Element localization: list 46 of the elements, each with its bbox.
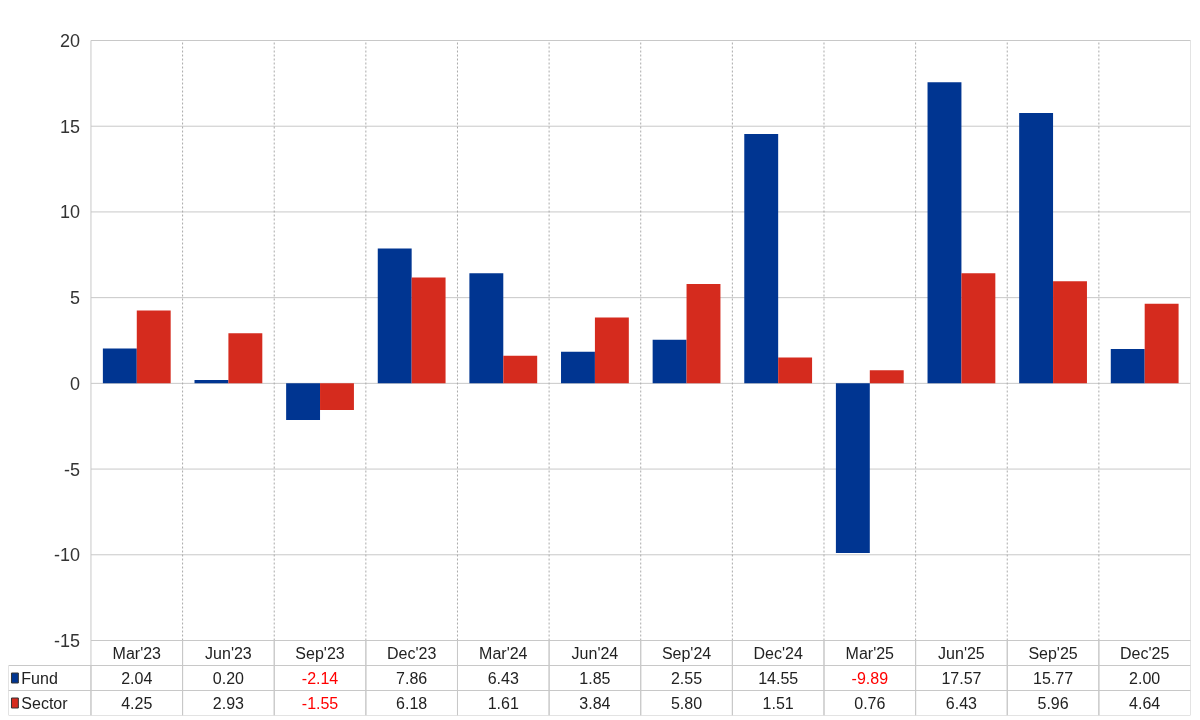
legend-label: Sector — [21, 694, 69, 712]
x-tick-label: Mar'23 — [112, 644, 162, 662]
y-tick-label: -5 — [63, 459, 80, 480]
data-label: 2.04 — [121, 670, 153, 687]
data-label: 7.86 — [396, 670, 428, 687]
data-label: 2.55 — [670, 670, 703, 687]
y-tick-label: -10 — [53, 545, 80, 566]
y-tick-label: 15 — [59, 116, 80, 137]
data-label: 6.43 — [945, 695, 978, 712]
x-tick-label: Jun'25 — [938, 644, 985, 662]
data-label: 6.18 — [396, 695, 428, 712]
x-tick-label: Sep'25 — [1028, 644, 1078, 662]
data-label: 2.00 — [1129, 670, 1161, 687]
x-tick-label: Mar'24 — [479, 644, 528, 662]
data-label: -9.89 — [851, 670, 889, 687]
data-label: 5.80 — [670, 695, 703, 712]
data-label: 1.61 — [487, 695, 519, 712]
data-label: 17.57 — [941, 670, 982, 687]
data-label: 0.20 — [212, 670, 245, 687]
y-tick-label: 0 — [69, 373, 80, 394]
x-tick-label: Dec'25 — [1120, 644, 1170, 662]
x-tick-label: Jun'24 — [571, 644, 619, 662]
legend-label: Fund — [21, 669, 58, 687]
data-label: 0.76 — [854, 695, 886, 712]
data-label: -1.55 — [301, 695, 339, 712]
x-tick-label: Mar'25 — [845, 644, 895, 662]
data-label: 1.85 — [579, 670, 611, 687]
data-label: 1.51 — [762, 695, 794, 712]
x-tick-label: Sep'23 — [295, 644, 345, 662]
data-label: 3.84 — [579, 695, 611, 712]
data-label: 4.25 — [121, 695, 153, 712]
y-tick-label: 10 — [59, 202, 80, 223]
data-label: 2.93 — [212, 695, 245, 712]
data-label: -2.14 — [301, 670, 339, 687]
data-label: 5.96 — [1037, 695, 1069, 712]
y-tick-label: 20 — [59, 31, 80, 51]
x-tick-label: Sep'24 — [661, 644, 712, 662]
x-tick-label: Dec'24 — [753, 644, 803, 662]
x-tick-label: Jun'23 — [205, 644, 252, 662]
data-label: 4.64 — [1129, 695, 1161, 712]
data-label: 15.77 — [1033, 670, 1074, 687]
data-label: 14.55 — [758, 670, 799, 687]
y-tick-label: 5 — [69, 288, 80, 309]
y-tick-label: -15 — [53, 631, 80, 651]
data-label: 6.43 — [487, 670, 519, 687]
x-tick-label: Dec'23 — [387, 644, 437, 662]
